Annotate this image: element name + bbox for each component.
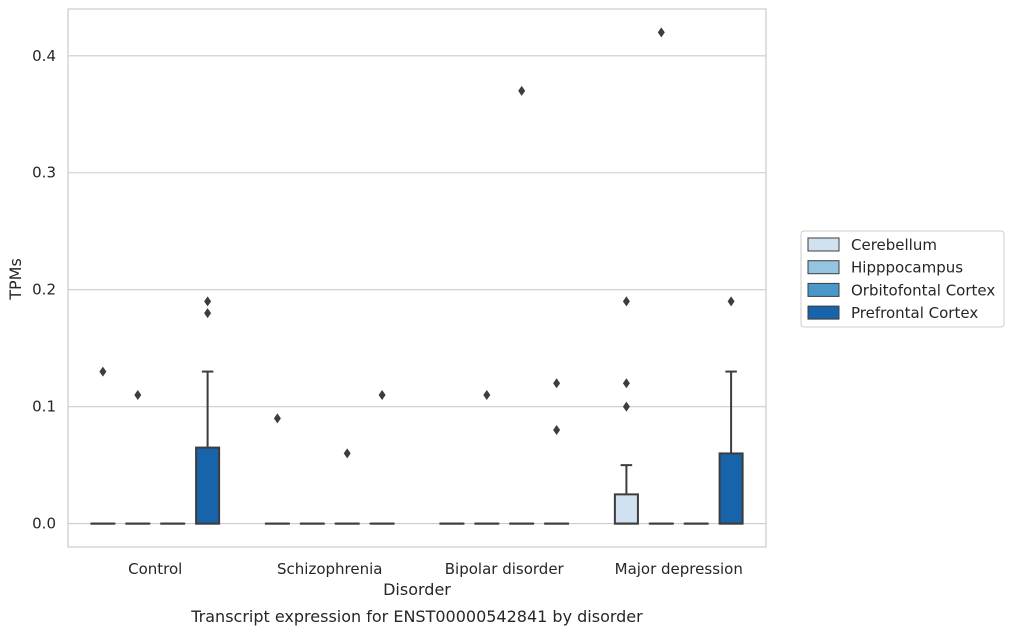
figure-caption: Transcript expression for ENST0000054284… <box>190 607 643 626</box>
outlier-point <box>622 378 630 389</box>
outlier-point <box>273 413 281 424</box>
legend-label: Hipppocampus <box>851 259 963 277</box>
y-tick-labels: 0.0 0.1 0.2 0.3 0.4 <box>32 47 56 533</box>
y-tick-label: 0.4 <box>32 47 56 65</box>
legend-label: Cerebellum <box>851 236 937 254</box>
x-tick-label: Major depression <box>615 560 743 578</box>
outlier-point <box>622 401 630 412</box>
series-cerebellum <box>90 296 639 525</box>
outlier-point <box>622 296 630 307</box>
legend-swatch <box>807 305 840 320</box>
y-tick-label: 0.2 <box>32 281 56 299</box>
x-tick-label: Bipolar disorder <box>445 560 565 578</box>
series-prefrontal-cortex <box>195 296 744 525</box>
outlier-point <box>483 389 491 400</box>
x-tick-label: Control <box>128 560 182 578</box>
series-orbitofontal-cortex <box>160 85 709 525</box>
outlier-point <box>134 389 142 400</box>
outlier-point <box>518 85 526 96</box>
box-plot-series <box>90 27 744 525</box>
grid-lines <box>68 55 766 525</box>
outlier-point <box>727 296 735 307</box>
legend-swatch <box>807 282 840 297</box>
legend-frame <box>800 230 1005 328</box>
x-tick-labels: Control Schizophrenia Bipolar disorder Majo… <box>128 560 743 578</box>
outlier-point <box>553 425 561 436</box>
x-tick-label: Schizophrenia <box>277 560 382 578</box>
series-hipppocampus <box>125 27 674 525</box>
y-axis-label: TPMs <box>6 258 25 301</box>
outlier-point <box>378 389 386 400</box>
outlier-point <box>204 308 212 319</box>
legend-label: Orbitofontal Cortex <box>851 281 995 299</box>
outlier-point <box>99 366 107 377</box>
outlier-point <box>657 27 665 38</box>
outlier-point <box>553 378 561 389</box>
legend: Cerebellum Hipppocampus Orbitofontal Corte… <box>800 230 1005 328</box>
box <box>718 452 744 525</box>
x-axis-label: Disorder <box>383 580 451 599</box>
y-tick-label: 0.3 <box>32 164 56 182</box>
legend-swatch <box>807 237 840 252</box>
box <box>613 493 639 525</box>
plot-frame <box>67 8 767 548</box>
y-tick-label: 0.0 <box>32 515 56 533</box>
y-tick-label: 0.1 <box>32 398 56 416</box>
outlier-point <box>343 448 351 459</box>
legend-swatch <box>807 260 840 275</box>
box <box>195 446 221 525</box>
legend-label: Prefrontal Cortex <box>851 304 978 322</box>
outlier-point <box>204 296 212 307</box>
